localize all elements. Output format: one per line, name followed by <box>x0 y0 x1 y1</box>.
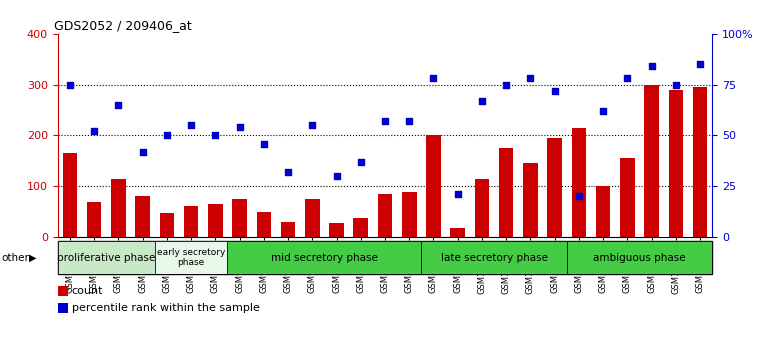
Point <box>694 61 706 67</box>
Point <box>355 159 367 165</box>
Bar <box>136 196 150 237</box>
Point <box>645 63 658 69</box>
Bar <box>62 153 77 237</box>
Point <box>573 194 585 199</box>
Point <box>209 132 222 138</box>
Point <box>379 118 391 124</box>
Point <box>136 149 149 154</box>
Point <box>548 88 561 93</box>
Text: early secretory
phase: early secretory phase <box>157 248 226 267</box>
Bar <box>693 87 708 237</box>
Bar <box>159 213 174 237</box>
Point <box>403 118 415 124</box>
Text: count: count <box>72 286 103 296</box>
Bar <box>256 212 271 237</box>
Bar <box>58 241 155 274</box>
Bar <box>227 241 421 274</box>
Bar <box>111 179 126 237</box>
Point <box>670 82 682 87</box>
Bar <box>87 201 102 237</box>
Bar <box>58 286 68 296</box>
Point <box>233 124 246 130</box>
Bar <box>281 222 296 237</box>
Text: ambiguous phase: ambiguous phase <box>593 252 686 263</box>
Bar <box>567 241 712 274</box>
Point <box>306 122 319 128</box>
Bar <box>474 179 489 237</box>
Point <box>427 75 440 81</box>
Bar <box>305 199 320 237</box>
Point <box>621 75 634 81</box>
Bar <box>499 148 514 237</box>
Point <box>451 192 464 197</box>
Text: mid secretory phase: mid secretory phase <box>271 252 378 263</box>
Bar <box>58 303 68 313</box>
Point <box>597 108 609 114</box>
Bar <box>184 206 199 237</box>
Bar <box>668 90 683 237</box>
Point <box>64 82 76 87</box>
Point <box>282 169 294 175</box>
Bar <box>547 138 562 237</box>
Point <box>258 141 270 146</box>
Point <box>524 75 537 81</box>
Text: ▶: ▶ <box>29 252 37 263</box>
Point <box>500 82 512 87</box>
Point <box>476 98 488 104</box>
Text: late secretory phase: late secretory phase <box>440 252 547 263</box>
Text: proliferative phase: proliferative phase <box>57 252 156 263</box>
Bar <box>427 135 440 237</box>
Point <box>185 122 197 128</box>
Text: other: other <box>2 252 29 263</box>
Bar <box>402 193 417 237</box>
Point <box>161 132 173 138</box>
Bar <box>644 85 659 237</box>
Bar <box>421 241 567 274</box>
Bar <box>330 223 343 237</box>
Bar <box>353 218 368 237</box>
Bar <box>596 186 611 237</box>
Bar <box>378 194 392 237</box>
Bar <box>233 199 247 237</box>
Bar <box>155 241 227 274</box>
Bar <box>620 158 634 237</box>
Text: percentile rank within the sample: percentile rank within the sample <box>72 303 259 313</box>
Bar <box>450 228 465 237</box>
Text: GDS2052 / 209406_at: GDS2052 / 209406_at <box>55 19 192 33</box>
Point <box>88 129 100 134</box>
Point <box>330 173 343 179</box>
Point <box>112 102 125 108</box>
Bar <box>208 204 223 237</box>
Bar <box>571 128 586 237</box>
Bar <box>523 164 537 237</box>
